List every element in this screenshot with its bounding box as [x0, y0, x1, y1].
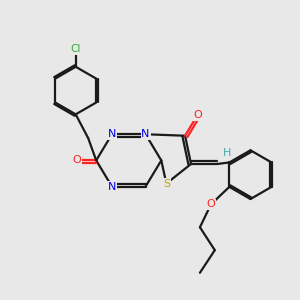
- Text: N: N: [108, 129, 116, 139]
- Text: O: O: [207, 200, 215, 209]
- Text: N: N: [108, 182, 116, 192]
- Text: N: N: [141, 129, 150, 139]
- Text: Cl: Cl: [70, 44, 81, 54]
- Text: H: H: [223, 148, 232, 158]
- Text: S: S: [163, 178, 170, 189]
- Text: O: O: [193, 110, 202, 120]
- Text: O: O: [73, 155, 82, 165]
